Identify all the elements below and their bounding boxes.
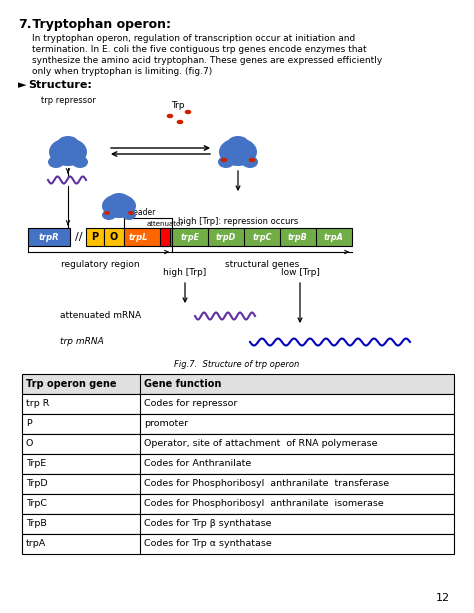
Text: In tryptophan operon, regulation of transcription occur at initiation and: In tryptophan operon, regulation of tran…: [32, 34, 355, 43]
Bar: [22, 454, 454, 474]
Text: //: //: [75, 232, 83, 242]
Text: Codes for Trp α synthatase: Codes for Trp α synthatase: [144, 539, 272, 549]
Bar: [22, 394, 454, 414]
Text: trpL: trpL: [128, 232, 148, 242]
Text: trp repressor: trp repressor: [41, 96, 95, 105]
Text: Operator, site of attachment  of RNA polymerase: Operator, site of attachment of RNA poly…: [144, 440, 377, 449]
Text: Codes for Anthranilate: Codes for Anthranilate: [144, 460, 251, 468]
Text: 12: 12: [436, 593, 450, 603]
Ellipse shape: [185, 110, 191, 114]
Ellipse shape: [218, 156, 234, 168]
Text: ►: ►: [18, 80, 27, 90]
Bar: [124, 228, 172, 246]
Text: Codes for Phosphoribosyl  anthranilate  isomerase: Codes for Phosphoribosyl anthranilate is…: [144, 500, 384, 509]
Ellipse shape: [128, 211, 134, 215]
Text: high [Trp]: high [Trp]: [164, 268, 207, 277]
Text: Structure:: Structure:: [28, 80, 92, 90]
Bar: [160, 228, 170, 246]
Text: Tryptophan operon:: Tryptophan operon:: [28, 18, 171, 31]
Text: TrpE: TrpE: [26, 460, 46, 468]
Ellipse shape: [104, 211, 110, 215]
Text: structural genes: structural genes: [225, 260, 299, 269]
Text: only when tryptophan is limiting. (fig.7): only when tryptophan is limiting. (fig.7…: [32, 67, 212, 76]
Bar: [22, 534, 454, 554]
Bar: [172, 228, 352, 246]
Text: trpB: trpB: [288, 232, 308, 242]
Text: Codes for repressor: Codes for repressor: [144, 400, 237, 408]
Text: attenuator: attenuator: [146, 221, 183, 227]
Bar: [22, 434, 454, 454]
Text: Codes for Phosphoribosyl  anthranilate  transferase: Codes for Phosphoribosyl anthranilate tr…: [144, 479, 389, 489]
Text: regulatory region: regulatory region: [61, 260, 139, 269]
Text: leader: leader: [131, 208, 155, 217]
Text: trpD: trpD: [216, 232, 236, 242]
Text: Trp operon gene: Trp operon gene: [26, 379, 117, 389]
Ellipse shape: [49, 138, 87, 166]
Ellipse shape: [220, 158, 228, 162]
Text: attenuated mRNA: attenuated mRNA: [60, 311, 141, 321]
Ellipse shape: [228, 136, 248, 148]
Text: TrpC: TrpC: [26, 500, 47, 509]
Ellipse shape: [58, 136, 78, 148]
Text: P: P: [26, 419, 32, 428]
Ellipse shape: [72, 156, 88, 168]
Text: trpC: trpC: [252, 232, 272, 242]
Text: promoter: promoter: [144, 419, 188, 428]
Ellipse shape: [110, 193, 128, 203]
Text: low [Trp]: low [Trp]: [281, 268, 319, 277]
Text: trpR: trpR: [39, 232, 59, 242]
Bar: [22, 474, 454, 494]
Ellipse shape: [177, 120, 183, 124]
Bar: [22, 514, 454, 534]
Text: trpA: trpA: [324, 232, 344, 242]
Text: TrpD: TrpD: [26, 479, 47, 489]
Ellipse shape: [249, 158, 255, 162]
Text: trp mRNA: trp mRNA: [60, 338, 104, 346]
Text: trp R: trp R: [26, 400, 49, 408]
Bar: [22, 374, 454, 394]
Ellipse shape: [167, 114, 173, 118]
Bar: [22, 494, 454, 514]
Ellipse shape: [48, 156, 64, 168]
Text: termination. In E. coli the five contiguous trp genes encode enzymes that: termination. In E. coli the five contigu…: [32, 45, 366, 54]
Text: trpA: trpA: [26, 539, 46, 549]
Text: Gene function: Gene function: [144, 379, 221, 389]
Ellipse shape: [219, 138, 257, 166]
Text: 7.: 7.: [18, 18, 31, 31]
Text: P: P: [91, 232, 99, 242]
Ellipse shape: [102, 210, 116, 220]
Text: Codes for Trp β synthatase: Codes for Trp β synthatase: [144, 519, 272, 528]
Text: Trp: Trp: [171, 101, 185, 110]
Text: trpE: trpE: [181, 232, 200, 242]
Bar: [104, 228, 124, 246]
Bar: [22, 414, 454, 434]
Text: O: O: [26, 440, 33, 449]
Ellipse shape: [102, 194, 136, 218]
Bar: [86, 228, 104, 246]
Ellipse shape: [122, 210, 136, 220]
Text: high [Trp]: repression occurs: high [Trp]: repression occurs: [178, 218, 298, 226]
Text: synthesize the amino acid tryptophan. These genes are expressed efficiently: synthesize the amino acid tryptophan. Th…: [32, 56, 382, 65]
Bar: [28, 228, 70, 246]
Text: TrpB: TrpB: [26, 519, 47, 528]
Text: Fig.7.  Structure of trp operon: Fig.7. Structure of trp operon: [174, 360, 300, 369]
Text: O: O: [110, 232, 118, 242]
Ellipse shape: [242, 156, 258, 168]
